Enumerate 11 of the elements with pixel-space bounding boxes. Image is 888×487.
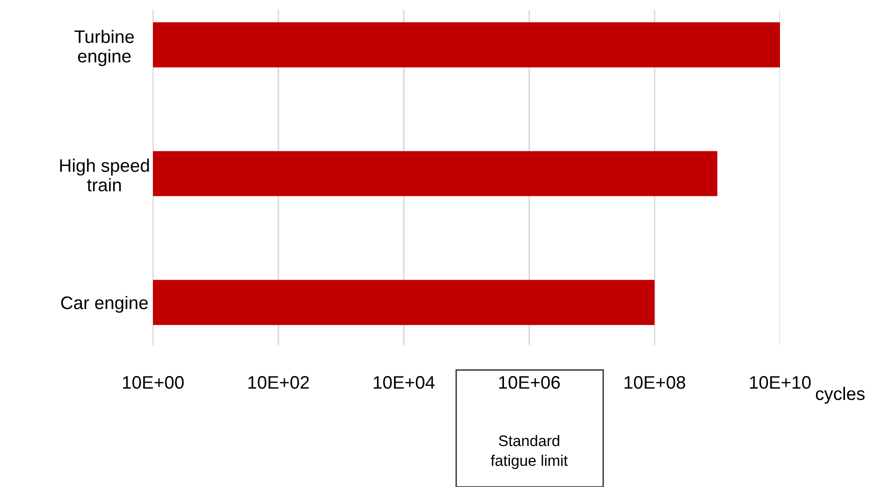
- x-axis-title: cycles: [816, 386, 865, 404]
- y-tick-label: Car engine: [61, 296, 148, 313]
- x-tick-label: 10E+08: [624, 376, 686, 389]
- x-tick-label: 10E+00: [123, 376, 184, 389]
- x-tick-label: 10E+06: [499, 376, 560, 389]
- x-tick-label: 10E+10: [750, 376, 811, 389]
- y-tick-label: High speed train: [60, 158, 149, 192]
- text: Standard fatigue limit: [490, 434, 568, 470]
- x-tick-label: 10E+02: [248, 376, 309, 389]
- y-tick-label: Turbine engine: [74, 30, 134, 66]
- x-tick-label: 10E+04: [374, 376, 435, 389]
